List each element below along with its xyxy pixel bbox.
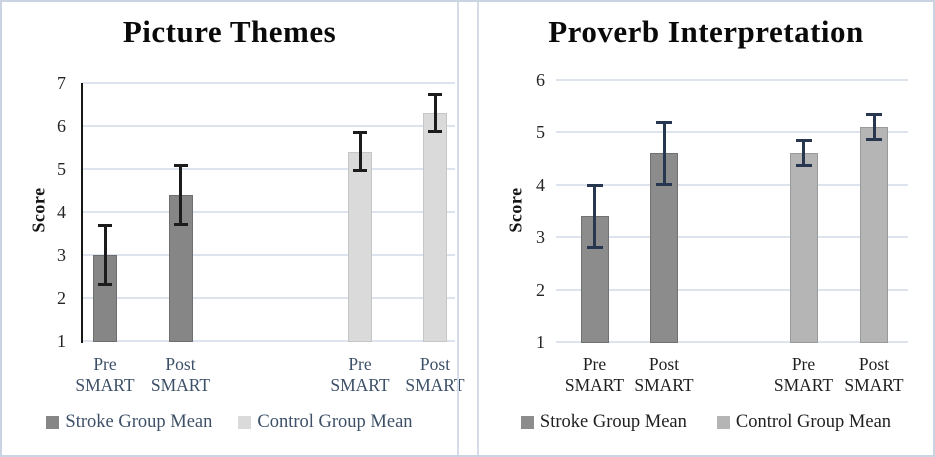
error-bar-line	[593, 184, 596, 248]
error-bar-cap	[173, 222, 188, 226]
y-tick-label: 5	[57, 159, 66, 179]
y-tick-label: 2	[57, 288, 66, 308]
gridline	[556, 79, 908, 81]
error-bar-line	[662, 121, 666, 185]
gridline	[82, 297, 455, 299]
error-bar-cap	[656, 182, 672, 186]
bar	[348, 151, 372, 342]
error-bar-cap	[98, 283, 112, 287]
error-bar-cap	[428, 130, 442, 134]
gridline	[556, 183, 908, 186]
gridline	[556, 341, 908, 343]
plot-area: 6 5 4 3 2 1 Pre SMART Post SMART Pre SMART Post SMART	[479, 2, 933, 455]
y-tick-label: 6	[57, 116, 66, 136]
bar	[860, 127, 888, 343]
error-bar-cap	[98, 223, 112, 227]
x-category-label: Pre SMART	[773, 354, 834, 395]
error-bar-line	[358, 132, 362, 172]
error-bar-cap	[866, 138, 882, 142]
x-category-label: Post SMART	[844, 354, 904, 395]
gridline	[82, 340, 455, 342]
x-category-label: Pre SMART	[330, 354, 390, 395]
x-category-label: Pre SMART	[75, 354, 135, 395]
y-tick-label: 6	[536, 70, 545, 90]
error-bar-cap	[353, 131, 367, 135]
panel-divider-line	[477, 2, 479, 455]
x-category-label: Pre SMART	[564, 354, 625, 395]
error-bar-cap	[586, 183, 603, 187]
error-bar-cap	[173, 163, 188, 167]
x-category-label: Post SMART	[150, 354, 211, 395]
gridline	[556, 236, 908, 239]
y-tick-label: 4	[536, 174, 545, 195]
plot-area: 7 6 5 4 3 2 1 Pre SMART Post SMART Pre SMART Post SMAR…	[2, 2, 465, 455]
error-bar-cap	[428, 92, 442, 96]
chart-title: Picture Themes	[122, 14, 337, 49]
gridline	[82, 211, 455, 213]
error-bar-cap	[795, 139, 812, 143]
gridline	[82, 254, 455, 256]
legend-item: Stroke Group Mean	[46, 412, 212, 433]
error-bar-cap	[353, 169, 367, 173]
y-tick-label: 7	[57, 73, 66, 93]
legend-label: Control Group Mean	[257, 411, 413, 432]
chart-title: Proverb Interpretation	[548, 14, 864, 49]
bar	[789, 153, 818, 343]
legend-marker-icon	[46, 415, 60, 429]
proverb-interpretation-chart-panel: Proverb Interpretation Score 6 5 4 3 2 1 Pre SM…	[479, 2, 933, 455]
error-bar-cap	[795, 164, 812, 168]
error-bar-line	[433, 93, 437, 133]
y-tick-label: 5	[536, 122, 545, 143]
panel-divider-line	[457, 2, 459, 455]
y-tick-label: 3	[57, 245, 66, 265]
y-tick-label: 1	[536, 332, 545, 352]
legend-item: Control Group Mean	[238, 411, 413, 433]
legend-marker-icon	[716, 415, 730, 429]
picture-themes-chart-panel: Picture Themes Score 7 6 5 4 3 2 1 Pre SMART Post…	[2, 2, 465, 455]
x-category-label: Post SMART	[634, 354, 694, 395]
error-bar-cap	[586, 245, 603, 249]
gridline	[556, 131, 908, 134]
y-tick-label: 3	[536, 227, 545, 248]
y-tick-label: 4	[57, 202, 66, 222]
y-axis-line	[81, 83, 83, 343]
error-bar-line	[103, 224, 107, 286]
gridline	[82, 82, 455, 84]
legend: Stroke Group Mean Control Group Mean	[479, 410, 933, 434]
legend-label: Stroke Group Mean	[539, 411, 687, 432]
y-tick-label: 2	[536, 279, 545, 300]
legend-marker-icon	[238, 415, 252, 429]
gridline	[556, 288, 908, 291]
legend-item: Stroke Group Mean	[520, 411, 687, 433]
legend-label: Stroke Group Mean	[65, 411, 213, 432]
error-bar-line	[872, 114, 876, 141]
bar	[423, 113, 447, 342]
legend: Stroke Group Mean Control Group Mean	[2, 410, 457, 434]
error-bar-cap	[656, 120, 672, 124]
x-category-label: Post SMART	[405, 354, 465, 395]
legend-label: Control Group Mean	[735, 411, 892, 432]
error-bar-line	[179, 164, 182, 225]
gridline	[82, 125, 455, 127]
gridline	[82, 168, 455, 170]
error-bar-line	[802, 140, 805, 167]
y-tick-label: 1	[57, 331, 66, 351]
legend-marker-icon	[520, 415, 534, 429]
error-bar-cap	[866, 113, 882, 117]
legend-item: Control Group Mean	[716, 411, 892, 433]
